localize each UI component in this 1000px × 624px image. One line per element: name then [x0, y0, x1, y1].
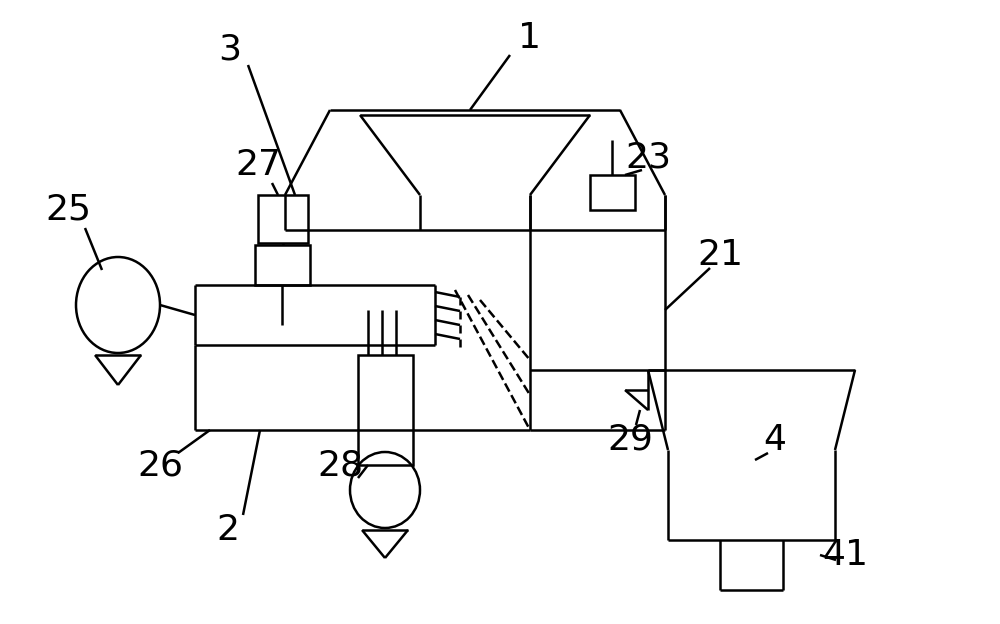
Bar: [358, 355, 413, 465]
Text: 1: 1: [518, 21, 542, 55]
Bar: [590, 175, 635, 210]
Text: 27: 27: [235, 148, 281, 182]
Text: 23: 23: [625, 141, 671, 175]
Text: 2: 2: [216, 513, 240, 547]
Bar: [258, 195, 308, 243]
Bar: [255, 245, 310, 285]
Text: 4: 4: [764, 423, 786, 457]
Text: 3: 3: [218, 33, 242, 67]
Text: 29: 29: [607, 423, 653, 457]
Text: 26: 26: [137, 448, 183, 482]
Text: 28: 28: [317, 448, 363, 482]
Text: 41: 41: [822, 538, 868, 572]
Text: 21: 21: [697, 238, 743, 272]
Text: 25: 25: [45, 193, 91, 227]
